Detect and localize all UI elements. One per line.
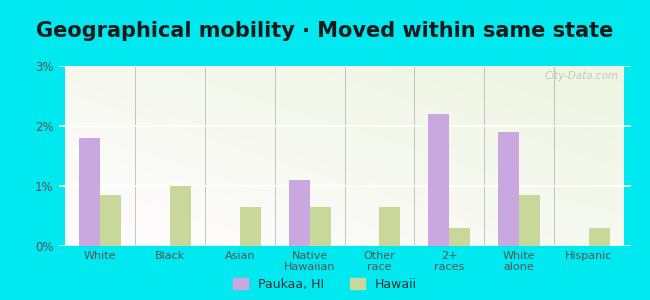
Bar bbox=[589, 228, 610, 246]
Bar bbox=[289, 180, 309, 246]
Text: City-Data.com: City-Data.com bbox=[545, 71, 619, 81]
Bar bbox=[449, 228, 470, 246]
Bar bbox=[79, 138, 100, 246]
Bar bbox=[428, 114, 449, 246]
Bar bbox=[380, 207, 400, 246]
Bar bbox=[498, 132, 519, 246]
Bar bbox=[309, 207, 331, 246]
Bar bbox=[240, 207, 261, 246]
Bar bbox=[100, 195, 122, 246]
Bar bbox=[170, 186, 191, 246]
Legend: Paukaa, HI, Hawaii: Paukaa, HI, Hawaii bbox=[233, 278, 417, 291]
Bar bbox=[519, 195, 540, 246]
Text: Geographical mobility · Moved within same state: Geographical mobility · Moved within sam… bbox=[36, 21, 614, 41]
